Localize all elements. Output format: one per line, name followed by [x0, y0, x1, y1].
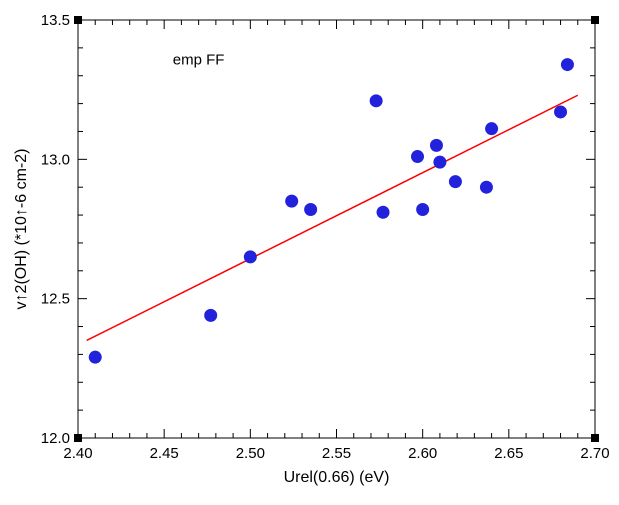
y-tick-label: 12.0	[41, 430, 70, 447]
data-point	[554, 105, 567, 118]
x-tick-label: 2.50	[236, 445, 265, 462]
data-point	[285, 195, 298, 208]
x-tick-label: 2.45	[150, 445, 179, 462]
x-axis-label: Urel(0.66) (eV)	[284, 469, 390, 486]
fit-line	[87, 95, 578, 340]
y-tick-label: 13.0	[41, 151, 70, 168]
x-tick-label: 2.70	[580, 445, 609, 462]
data-point	[370, 94, 383, 107]
data-point	[377, 206, 390, 219]
data-point	[244, 250, 257, 263]
legend-label: emp FF	[173, 52, 225, 69]
x-tick-label: 2.40	[63, 445, 92, 462]
data-point	[204, 309, 217, 322]
y-tick-label: 13.5	[41, 12, 70, 29]
data-point	[561, 58, 574, 71]
x-tick-label: 2.55	[322, 445, 351, 462]
data-point	[304, 203, 317, 216]
data-point	[411, 150, 424, 163]
data-point	[433, 156, 446, 169]
data-point	[430, 139, 443, 152]
y-tick-label: 12.5	[41, 291, 70, 308]
data-point	[485, 122, 498, 135]
scatter-chart: 2.40 2.45 2.50 2.55 2.60 2.65 2.70 12.0 12.5 13.0…	[0, 0, 619, 505]
data-point	[89, 351, 102, 364]
chart-container: 2.40 2.45 2.50 2.55 2.60 2.65 2.70 12.0 12.5 13.0…	[0, 0, 619, 505]
data-point	[480, 181, 493, 194]
data-point	[449, 175, 462, 188]
y-axis-label: v↑2(OH) (*10↑-6 cm-2)	[13, 149, 30, 310]
plot-border	[78, 20, 595, 438]
x-tick-label: 2.65	[494, 445, 523, 462]
data-point	[416, 203, 429, 216]
x-tick-label: 2.60	[408, 445, 437, 462]
